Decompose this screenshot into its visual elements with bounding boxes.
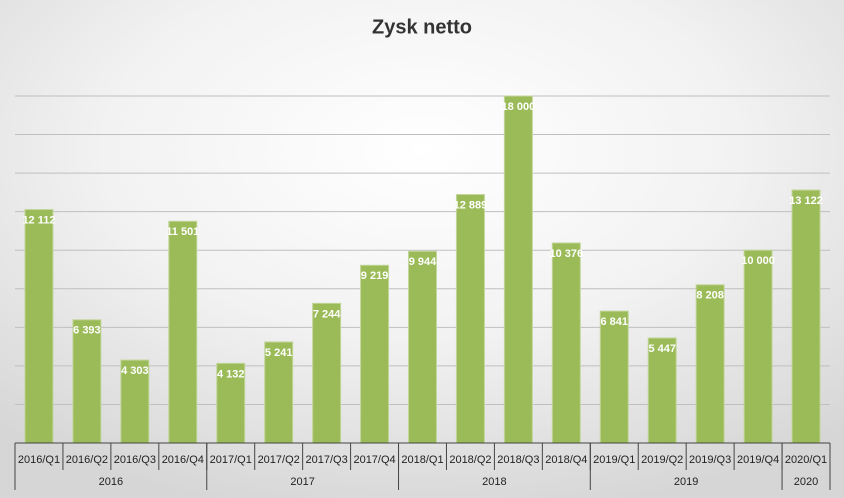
data-label: 10 376 [549, 248, 583, 260]
bar [24, 209, 54, 444]
x-tick-label: 2019/Q3 [689, 454, 731, 466]
group-label: 2018 [482, 476, 506, 488]
x-tick-label: 2016/Q1 [18, 454, 60, 466]
x-tick-label: 2017/Q4 [353, 454, 395, 466]
bar [264, 341, 294, 444]
x-tick-label: 2018/Q1 [401, 454, 443, 466]
x-tick-label: 2019/Q1 [593, 454, 635, 466]
data-label: 6 393 [73, 325, 101, 337]
data-label: 9 944 [409, 256, 437, 268]
bar [503, 95, 533, 444]
bar [551, 242, 581, 444]
x-tick-label: 2020/Q1 [785, 454, 827, 466]
bar [599, 310, 629, 444]
bar [168, 220, 198, 444]
bar [647, 337, 677, 444]
bar [72, 319, 102, 444]
data-label: 4 132 [217, 368, 245, 380]
data-label: 4 303 [121, 365, 149, 377]
bar [791, 189, 821, 444]
bar [695, 284, 725, 444]
group-label: 2019 [674, 476, 698, 488]
data-label: 7 244 [313, 308, 341, 320]
data-label: 6 841 [600, 316, 628, 328]
bar [455, 194, 485, 444]
data-label: 12 112 [22, 214, 55, 226]
group-label: 2016 [99, 476, 123, 488]
data-label: 10 000 [741, 255, 775, 267]
group-label: 2020 [794, 476, 818, 488]
x-tick-label: 2019/Q4 [737, 454, 779, 466]
x-tick-label: 2018/Q4 [545, 454, 587, 466]
x-tick-label: 2018/Q2 [449, 454, 491, 466]
data-label: 18 000 [502, 101, 536, 113]
bar [312, 302, 342, 444]
x-tick-label: 2017/Q1 [210, 454, 252, 466]
bar [743, 249, 773, 444]
data-label: 8 208 [696, 290, 724, 302]
x-tick-label: 2016/Q3 [114, 454, 156, 466]
data-label: 12 889 [454, 199, 488, 211]
x-tick-label: 2018/Q3 [497, 454, 539, 466]
data-label: 5 447 [648, 343, 676, 355]
bar [408, 250, 437, 444]
x-tick-label: 2017/Q2 [258, 454, 300, 466]
data-label: 11 501 [166, 226, 199, 238]
x-tick-label: 2017/Q3 [306, 454, 348, 466]
x-tick-label: 2016/Q4 [162, 454, 204, 466]
data-label: 9 219 [361, 270, 389, 282]
bar [360, 264, 390, 444]
x-tick-label: 2019/Q2 [641, 454, 683, 466]
x-tick-label: 2016/Q2 [66, 454, 108, 466]
group-label: 2017 [290, 476, 314, 488]
chart-title: Zysk netto [372, 16, 472, 38]
data-label: 5 241 [265, 347, 293, 359]
data-label: 13 122 [789, 195, 823, 207]
